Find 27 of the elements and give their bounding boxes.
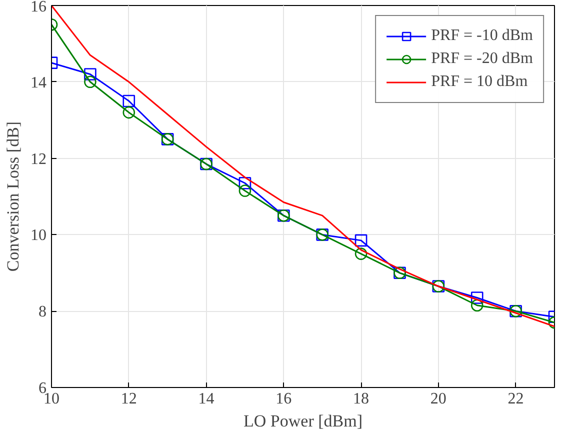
y-tick-label: 10 [30, 227, 46, 244]
legend-label: PRF = 10 dBm [431, 73, 528, 91]
legend-label: PRF = -10 dBm [431, 27, 533, 45]
point [84, 68, 96, 80]
y-tick-label: 6 [38, 380, 46, 397]
x-tick-label: 12 [120, 390, 137, 408]
y-axis-title: Conversion Loss [dB] [4, 121, 22, 272]
point [354, 248, 368, 260]
x-axis-title: LO Power [dBm] [244, 412, 362, 430]
point [470, 299, 484, 312]
x-tick-label: 18 [353, 390, 370, 408]
x-tick-label: 16 [276, 390, 292, 408]
point [84, 76, 96, 88]
point [238, 176, 252, 190]
y-tick-label: 8 [38, 304, 46, 321]
point [470, 292, 484, 304]
y-tick-label: 16 [30, 0, 46, 16]
y-tick-label: 14 [30, 74, 46, 92]
x-tick-label: 14 [198, 390, 214, 408]
point [238, 184, 252, 197]
point [122, 94, 136, 108]
y-tick-label: 12 [30, 150, 46, 168]
x-tick-label: 20 [430, 390, 446, 408]
point [354, 234, 368, 247]
legend-label: PRF = -20 dBm [431, 50, 533, 68]
point [122, 106, 136, 119]
x-tick-label: 22 [508, 390, 524, 408]
